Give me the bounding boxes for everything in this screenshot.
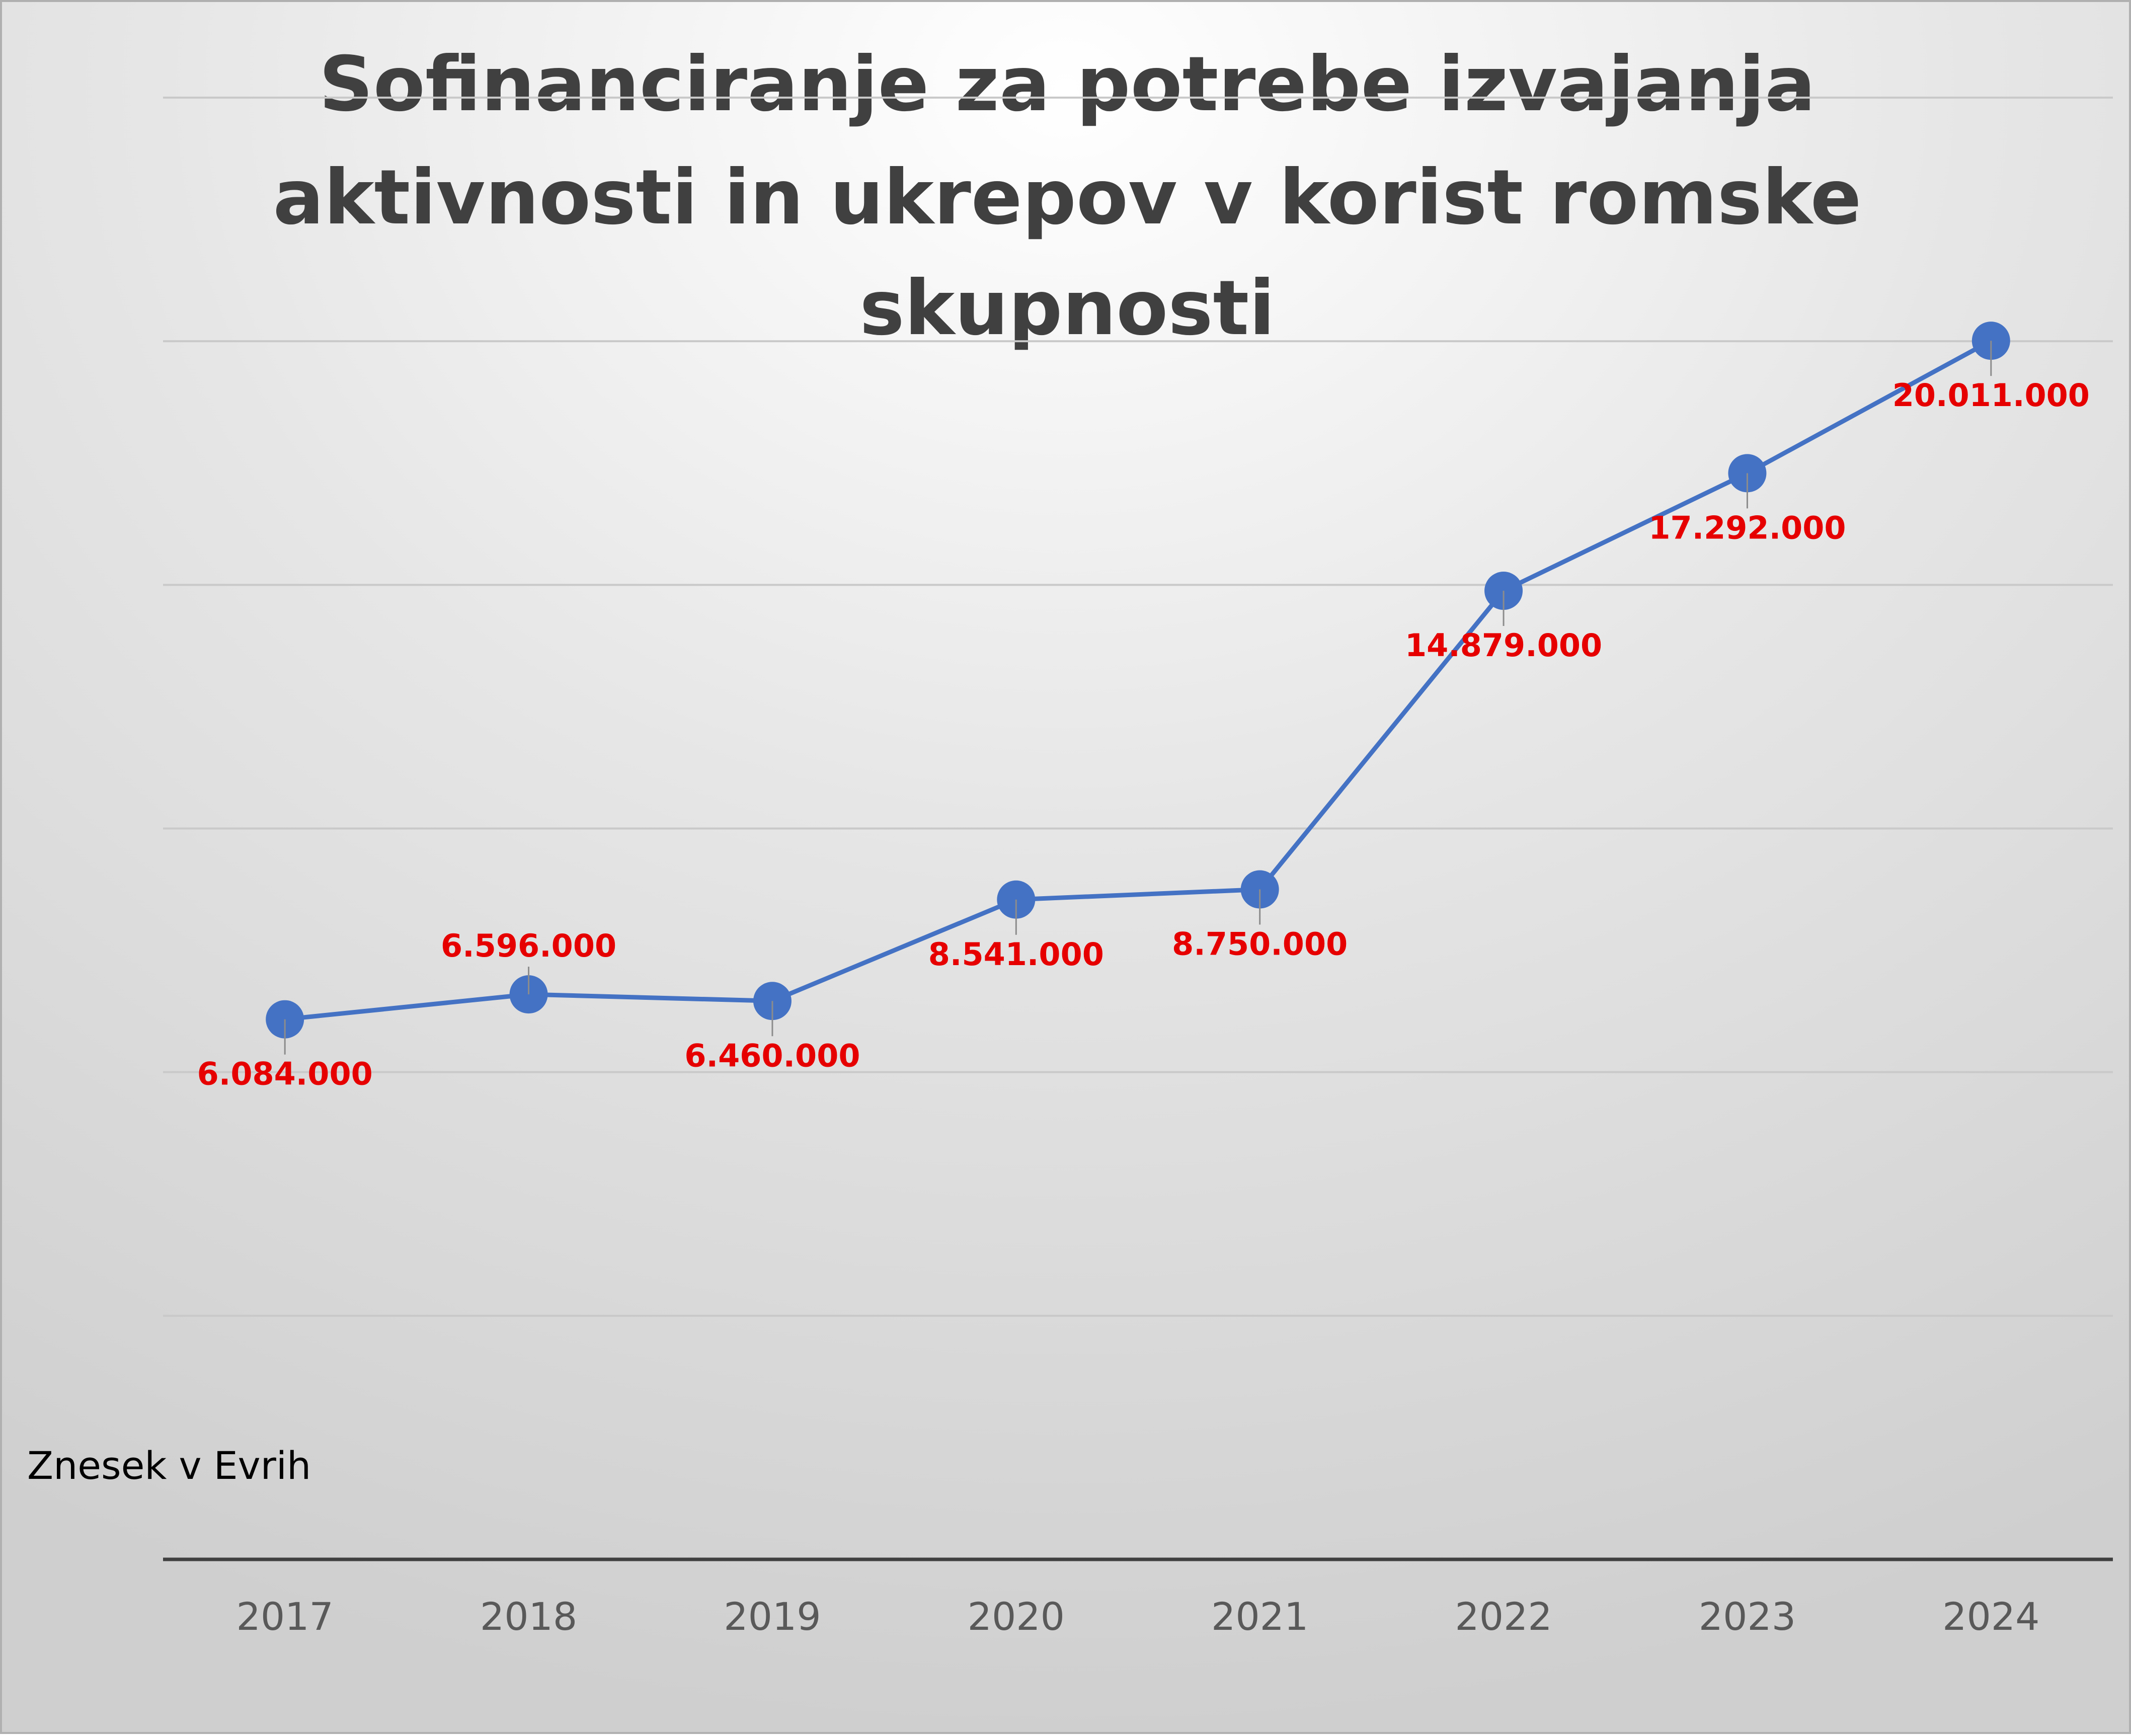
data-labels: 6.084.000 6.596.000 6.460.000 8.541.000 8.75…: [197, 341, 2090, 1092]
data-label: 20.011.000: [1892, 377, 2090, 414]
gridlines: [163, 97, 2113, 1317]
x-tick-labels: 2017 2018 2019 2020 2021 2022 2023 2024: [236, 1594, 2039, 1639]
x-tick-label: 2021: [1211, 1594, 1308, 1639]
x-tick-label: 2020: [968, 1594, 1065, 1639]
data-label: 8.750.000: [1172, 926, 1348, 963]
data-point: [266, 1000, 304, 1039]
x-tick-label: 2024: [1942, 1594, 2039, 1639]
x-tick-label: 2022: [1455, 1594, 1552, 1639]
x-tick-label: 2017: [236, 1594, 333, 1639]
data-label: 6.460.000: [684, 1037, 860, 1074]
chart-title-line-2: aktivnosti in ukrepov v korist romske: [273, 154, 1862, 242]
x-tick-label: 2019: [724, 1594, 821, 1639]
data-label: 14.879.000: [1405, 627, 1602, 664]
data-label: 6.596.000: [441, 927, 616, 964]
chart-title-line-3: skupnosti: [859, 265, 1275, 352]
chart-title-line-1: Sofinanciranje za potrebe izvajanja: [319, 41, 1816, 128]
data-label: 8.541.000: [928, 936, 1104, 973]
y-axis-label: Znesek v Evrih: [27, 1443, 311, 1488]
series-line: [284, 339, 1992, 1022]
x-tick-label: 2023: [1699, 1594, 1796, 1639]
x-tick-label: 2018: [480, 1594, 577, 1639]
data-label: 6.084.000: [197, 1056, 373, 1092]
data-label: 17.292.000: [1648, 509, 1846, 546]
